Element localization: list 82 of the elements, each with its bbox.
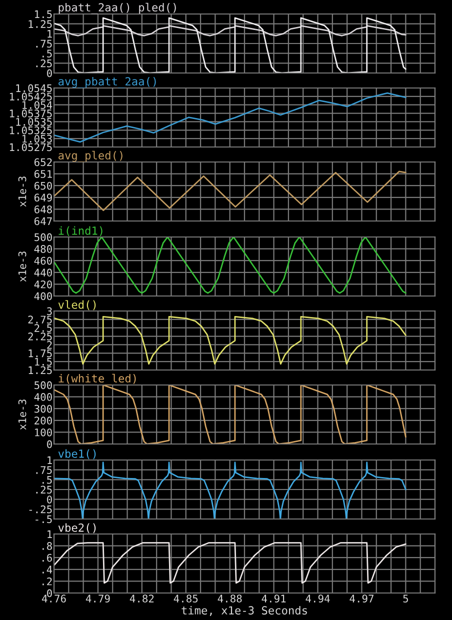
line-series: [54, 17, 406, 73]
y-tick-label: 1.053: [22, 134, 52, 143]
y-tick-label: .5: [42, 476, 52, 484]
y-tick-label: 1.05275: [10, 143, 52, 152]
y-tick-label: 200: [34, 416, 52, 425]
y-tick-label: 1: [48, 530, 52, 538]
line-series: [54, 542, 406, 584]
y-tick-label: 3: [47, 307, 52, 316]
y-axis-title: x1e-3: [18, 252, 26, 282]
y-tick-label: 300: [34, 404, 52, 413]
y-tick-label: 2: [47, 340, 52, 349]
x-tick-label: 4.79: [86, 594, 110, 603]
y-tick-label: 651: [34, 170, 52, 178]
y-tick-label: 500: [34, 381, 52, 390]
chart-title: i(white_led): [58, 374, 136, 385]
y-tick-label: 1.05325: [10, 126, 52, 134]
x-tick-label: 4.82: [130, 594, 154, 603]
y-tick-label: 2.5: [34, 324, 52, 332]
line-series: [54, 92, 406, 143]
y-tick-label: 1.05375: [10, 110, 52, 118]
x-tick-label: 4.88: [218, 594, 242, 603]
y-tick-label: 2.25: [28, 332, 52, 340]
line-series: [54, 170, 406, 212]
y-tick-label: 0: [47, 69, 52, 78]
y-tick-label: 652: [34, 158, 52, 166]
y-tick-label: 1.25: [28, 366, 52, 374]
chart-title: pbatt_2aa() pled(): [58, 2, 176, 14]
chart-title: avg_pled(): [58, 150, 122, 162]
y-axis-title: x1e-3: [18, 400, 26, 430]
y-tick-label: 649: [34, 194, 52, 202]
y-tick-label: 480: [34, 245, 52, 253]
y-tick-label: 1.05425: [10, 92, 52, 101]
line-series: [54, 385, 406, 444]
y-tick-label: 1.0545: [16, 84, 52, 92]
y-tick-label: .5: [42, 50, 52, 58]
y-tick-label: .25: [36, 59, 52, 68]
y-tick-label: .6: [42, 554, 52, 562]
y-tick-label: 2.75: [28, 316, 52, 324]
x-tick-label: 4.91: [262, 594, 286, 603]
chart-title: avg_pbatt_2aa(): [58, 76, 156, 88]
y-tick-label: 100: [35, 428, 52, 436]
y-tick-label: 420: [34, 280, 52, 288]
y-tick-label: 460: [34, 256, 52, 265]
y-tick-label: 440: [34, 268, 52, 277]
line-series: [54, 25, 406, 36]
y-tick-label: -.5: [36, 515, 52, 524]
x-tick-label: 4.85: [174, 594, 198, 603]
line-series: [54, 462, 406, 519]
y-tick-label: .75: [36, 40, 52, 48]
y-tick-label: 1.5: [35, 10, 52, 18]
chart-title: i(ind1): [58, 226, 102, 236]
chart-title: vbe2(): [58, 523, 96, 534]
line-series: [54, 316, 406, 365]
y-tick-label: .25: [36, 486, 52, 494]
y-tick-label: .75: [36, 466, 52, 474]
x-tick-label: 4.97: [350, 594, 374, 603]
y-tick-label: 1.054: [22, 101, 52, 109]
chart-title: vbe1(): [58, 449, 96, 460]
x-axis-title: time, x1e-3 Seconds: [182, 606, 307, 616]
y-tick-label: .2: [42, 577, 52, 586]
y-tick-label: 1.5: [35, 358, 52, 366]
y-tick-label: .4: [42, 566, 52, 574]
x-tick-label: 5: [403, 594, 408, 603]
line-series: [54, 237, 406, 294]
y-tick-label: 1.75: [28, 350, 52, 358]
y-tick-label: 400: [34, 393, 52, 401]
y-tick-label: -.25: [29, 505, 52, 514]
y-tick-label: .8: [42, 542, 52, 550]
y-tick-label: 1: [48, 456, 52, 464]
y-tick-label: 400: [34, 292, 52, 300]
y-tick-label: 1.25: [28, 20, 52, 28]
x-tick-label: 4.94: [306, 594, 330, 603]
chart-title: vled(): [58, 300, 96, 310]
y-tick-label: 647: [34, 217, 52, 226]
y-tick-label: 650: [34, 182, 52, 190]
y-tick-label: 1.0535: [16, 118, 52, 126]
y-tick-label: 0: [47, 440, 52, 448]
y-tick-label: 0: [47, 496, 52, 504]
y-tick-label: 1: [48, 30, 52, 38]
y-axis-title: x1e-3: [18, 176, 26, 207]
y-tick-label: 648: [34, 205, 52, 214]
y-tick-label: 500: [34, 233, 52, 242]
